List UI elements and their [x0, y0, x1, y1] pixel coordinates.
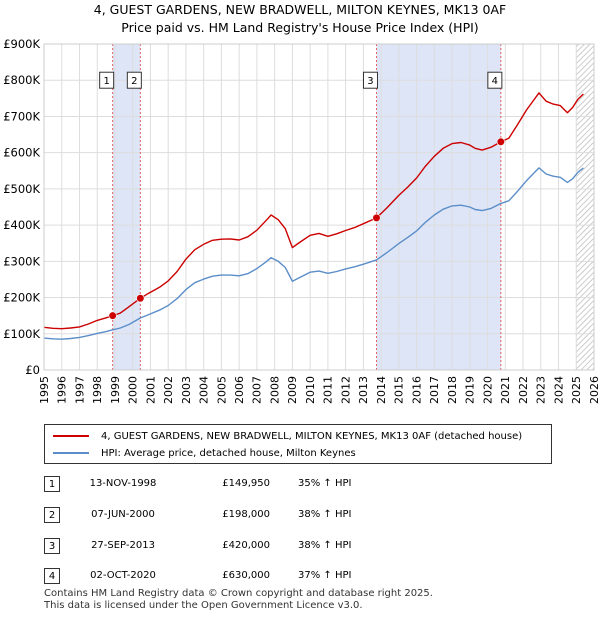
- legend-item-hpi: HPI: Average price, detached house, Milt…: [53, 445, 356, 461]
- x-tick-label: 2001: [144, 376, 157, 404]
- sale-label-box: [362, 71, 378, 89]
- transaction-hpi: 38% ↑ HPI: [298, 509, 352, 520]
- x-tick-label: 2022: [517, 376, 530, 404]
- transaction-hpi: 35% ↑ HPI: [298, 478, 352, 489]
- transaction-price: £149,950: [222, 478, 270, 489]
- y-tick-label: £100K: [3, 327, 40, 341]
- legend-label-property: 4, GUEST GARDENS, NEW BRADWELL, MILTON K…: [101, 430, 523, 442]
- legend-label-hpi: HPI: Average price, detached house, Milt…: [101, 447, 356, 459]
- sale-point: [108, 311, 117, 320]
- x-tick-label: 2023: [535, 376, 548, 404]
- ownership-shade: [112, 44, 141, 370]
- x-tick-label: 2019: [464, 376, 477, 404]
- transaction-date: 13-NOV-1998: [89, 478, 157, 489]
- x-tick-label: 1998: [91, 376, 104, 404]
- transaction-date: 02-OCT-2020: [90, 570, 156, 581]
- sale-point: [136, 294, 145, 303]
- x-tick-label: 2012: [339, 376, 352, 404]
- y-tick-label: £900K: [3, 37, 40, 51]
- footer-copyright: Contains HM Land Registry data © Crown c…: [44, 588, 433, 599]
- ownership-shade: [376, 44, 501, 370]
- transaction-marker: 3: [44, 538, 60, 554]
- x-tick-label: 2009: [286, 376, 299, 404]
- transaction-marker: 1: [44, 476, 60, 492]
- x-tick-label: 2014: [375, 376, 388, 404]
- price-chart: £0 £100K £200K £300K £400K £500K £600K £700K £80…: [3, 37, 600, 404]
- sale-point: [496, 137, 505, 146]
- hpi-series-line: [43, 167, 584, 340]
- property-series-line: [43, 92, 584, 330]
- x-tick-label: 2007: [251, 376, 264, 404]
- transaction-price: £198,000: [222, 509, 270, 520]
- x-tick-label: 1997: [73, 376, 86, 404]
- x-tick-label: 1999: [109, 376, 122, 404]
- y-tick-label: £700K: [3, 109, 40, 123]
- y-tick-label: £300K: [3, 254, 40, 268]
- x-tick-label: 2010: [304, 376, 317, 404]
- x-tick-label: 2020: [481, 376, 494, 404]
- y-tick-label: £200K: [3, 291, 40, 305]
- y-tick-label: £800K: [3, 73, 40, 87]
- x-tick-label: 2005: [215, 376, 228, 404]
- x-tick-label: 1996: [56, 376, 69, 404]
- sale-label: 2: [131, 76, 137, 87]
- transaction-marker: 4: [44, 568, 60, 584]
- transaction-marker: 2: [44, 507, 60, 523]
- transaction-hpi: 37% ↑ HPI: [298, 570, 352, 581]
- x-tick-label: 2017: [428, 376, 441, 404]
- y-tick-label: £600K: [3, 146, 40, 160]
- x-tick-label: 2011: [322, 376, 335, 404]
- x-tick-label: 2018: [446, 376, 459, 404]
- transaction-date: 27-SEP-2013: [91, 540, 155, 551]
- legend-swatch-hpi: [53, 452, 89, 454]
- x-tick-label: 2021: [499, 376, 512, 404]
- x-tick-label: 2015: [393, 376, 406, 404]
- footer-licence: This data is licensed under the Open Gov…: [44, 600, 363, 611]
- sale-label-box: [487, 71, 503, 89]
- sale-label: 4: [492, 76, 498, 87]
- legend-item-property: 4, GUEST GARDENS, NEW BRADWELL, MILTON K…: [53, 428, 522, 444]
- legend: 4, GUEST GARDENS, NEW BRADWELL, MILTON K…: [44, 424, 552, 464]
- plot-frame: [43, 43, 595, 371]
- x-tick-label: 2003: [180, 376, 193, 404]
- forecast-hatch: [576, 44, 594, 370]
- y-tick-label: £0: [25, 363, 40, 377]
- x-tick-label: 2004: [198, 376, 211, 404]
- x-tick-label: 2025: [570, 376, 583, 404]
- sale-label-box: [99, 71, 115, 89]
- x-tick-label: 2008: [268, 376, 281, 404]
- x-tick-label: 1995: [38, 376, 51, 404]
- transaction-date: 07-JUN-2000: [91, 509, 155, 520]
- chart-title: 4, GUEST GARDENS, NEW BRADWELL, MILTON K…: [93, 2, 507, 17]
- x-tick-label: 2026: [588, 376, 600, 404]
- y-tick-label: £500K: [3, 182, 40, 196]
- x-tick-label: 2013: [357, 376, 370, 404]
- legend-swatch-property: [53, 435, 89, 437]
- x-tick-label: 2006: [233, 376, 246, 404]
- sale-label: 1: [103, 76, 109, 87]
- transaction-price: £420,000: [222, 540, 270, 551]
- sale-point: [372, 213, 381, 222]
- x-tick-label: 2024: [552, 376, 565, 404]
- transaction-hpi: 38% ↑ HPI: [298, 540, 352, 551]
- x-tick-label: 2016: [410, 376, 423, 404]
- y-tick-label: £400K: [3, 218, 40, 232]
- x-tick-label: 2002: [162, 376, 175, 404]
- transaction-price: £630,000: [222, 570, 270, 581]
- sale-label: 3: [367, 76, 373, 87]
- x-tick-label: 2000: [127, 376, 140, 404]
- chart-subtitle: Price paid vs. HM Land Registry's House …: [121, 20, 479, 35]
- sale-label-box: [126, 71, 142, 89]
